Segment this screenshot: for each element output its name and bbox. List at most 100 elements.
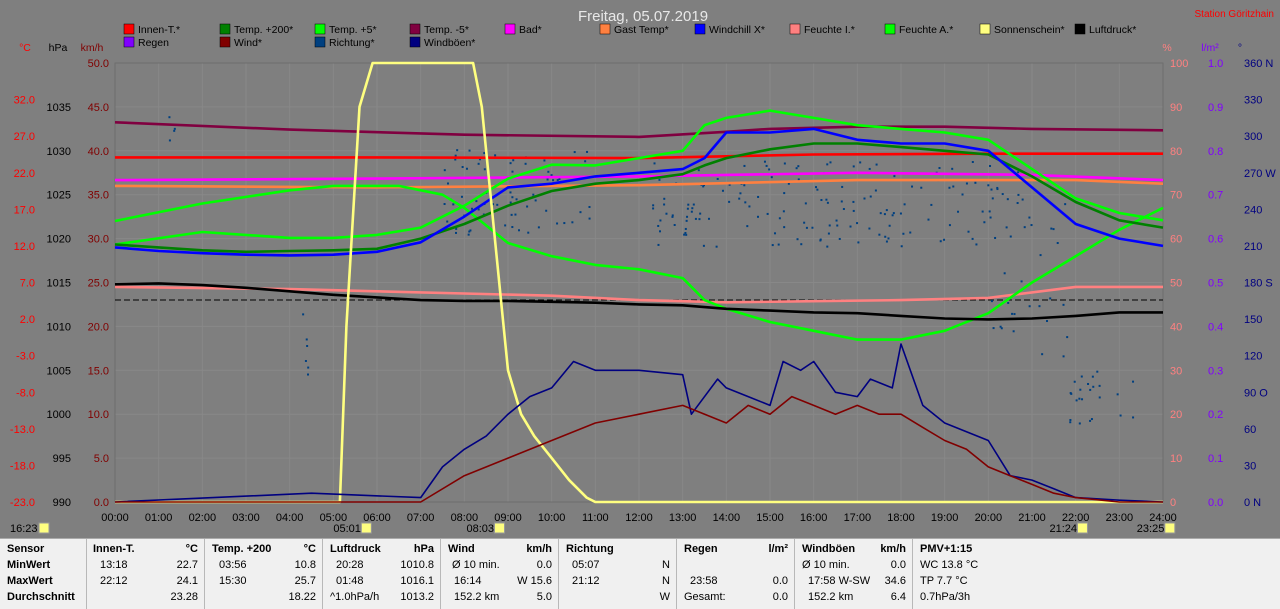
stats-innen-min-time: 13:18 (100, 559, 128, 571)
stats-luftdruck-max-value: 1016.1 (400, 575, 434, 587)
direction-point (975, 243, 978, 246)
direction-point (787, 182, 790, 185)
tick-x: 13:00 (669, 512, 697, 524)
direction-point (875, 163, 878, 166)
direction-point (883, 213, 886, 216)
sun-icon (494, 522, 506, 534)
direction-point (939, 240, 942, 243)
direction-point (948, 224, 951, 227)
direction-point (460, 195, 463, 198)
direction-point (836, 224, 839, 227)
tick-x: 01:00 (145, 512, 173, 524)
direction-point (173, 127, 176, 130)
legend-label: Windböen* (424, 37, 475, 49)
tick-x: 04:00 (276, 512, 304, 524)
series-line (114, 171, 1164, 182)
direction-point (470, 207, 473, 210)
stats-pmv-header: PMV+1:15 (920, 543, 973, 555)
direction-point (983, 221, 986, 224)
direction-point (879, 212, 882, 215)
direction-point (943, 238, 946, 241)
series-line (115, 61, 1163, 504)
tick-degree: 90 O (1244, 387, 1268, 399)
direction-point (684, 231, 687, 234)
direction-point (690, 210, 693, 213)
direction-point (1011, 312, 1014, 315)
direction-point (509, 191, 512, 194)
direction-point (1009, 235, 1012, 238)
direction-point (893, 175, 896, 178)
tick-percent: 90 (1170, 102, 1182, 114)
direction-point (307, 373, 310, 376)
direction-point (1079, 388, 1082, 391)
legend-item: Bad* (504, 23, 542, 36)
direction-point (511, 226, 514, 229)
direction-point (699, 212, 702, 215)
direction-point (467, 233, 470, 236)
tick-percent: 20 (1170, 409, 1182, 421)
direction-point (1092, 385, 1095, 388)
direction-point (856, 222, 859, 225)
tick-celsius: 2.0 (20, 314, 35, 326)
sun-event: 16:23 (10, 522, 50, 535)
legend-item: Regen (123, 36, 169, 49)
stats-pmv: PMV+1:15 WC 13.8 °C TP 7.7 °C 0.7hPa/3h (912, 539, 1032, 609)
direction-point (698, 218, 701, 221)
direction-point (1007, 301, 1010, 304)
direction-point (686, 207, 689, 210)
direction-point (989, 164, 992, 167)
direction-point (840, 200, 843, 203)
legend-item: Gast Temp* (599, 23, 669, 36)
direction-point (468, 149, 471, 152)
stats-richtung-header: Richtung (566, 543, 614, 555)
legend-label: Temp. +200* (234, 24, 293, 36)
tick-x: 08:00 (451, 512, 479, 524)
direction-point (455, 227, 458, 230)
direction-point (446, 220, 449, 223)
station-name: Station Göritzhain (1195, 9, 1275, 20)
stats-temp200-min-time: 03:56 (219, 559, 247, 571)
direction-point (1089, 419, 1092, 422)
legend-label: Temp. +5* (329, 24, 377, 36)
tick-x: 11:00 (582, 512, 609, 524)
direction-point (556, 222, 559, 225)
tick-degree: 150 (1244, 314, 1262, 326)
direction-point (663, 197, 666, 200)
direction-point (1075, 399, 1078, 402)
plot-area (114, 61, 1164, 504)
direction-point (1073, 380, 1076, 383)
legend-label: Wind* (234, 37, 262, 49)
legend-label: Luftdruck* (1089, 24, 1136, 36)
direction-point (826, 201, 829, 204)
tick-kmh: 0.0 (94, 497, 109, 509)
stats-temp200-unit: °C (303, 543, 316, 555)
axis-unit-hpa: hPa (49, 42, 68, 54)
direction-point (763, 160, 766, 163)
tick-celsius: 32.0 (14, 95, 35, 107)
stats-temp200-header: Temp. +200 (212, 543, 272, 555)
series-line (114, 142, 1164, 254)
direction-point (743, 164, 746, 167)
direction-point (900, 245, 903, 248)
stats-windboeen-max-value: 34.6 (884, 575, 906, 587)
direction-point (653, 162, 656, 165)
direction-point (663, 203, 666, 206)
legend-item: Wind* (219, 36, 262, 49)
legend-swatch (504, 23, 516, 35)
direction-point (1006, 198, 1009, 201)
tick-hpa: 1035 (47, 102, 71, 114)
axis-unit-percent: % (1162, 42, 1171, 54)
tick-hpa: 1025 (47, 190, 71, 202)
direction-point (692, 203, 695, 206)
stats-temp200-max-time: 15:30 (219, 575, 247, 587)
direction-point (1116, 393, 1119, 396)
direction-point (885, 240, 888, 243)
series-line (114, 127, 1164, 257)
tick-x: 00:00 (101, 512, 129, 524)
sun-icon (360, 522, 372, 534)
series-line (114, 121, 1164, 139)
direction-point (686, 215, 689, 218)
direction-point (477, 208, 480, 211)
tick-percent: 50 (1170, 278, 1182, 290)
direction-point (588, 217, 591, 220)
